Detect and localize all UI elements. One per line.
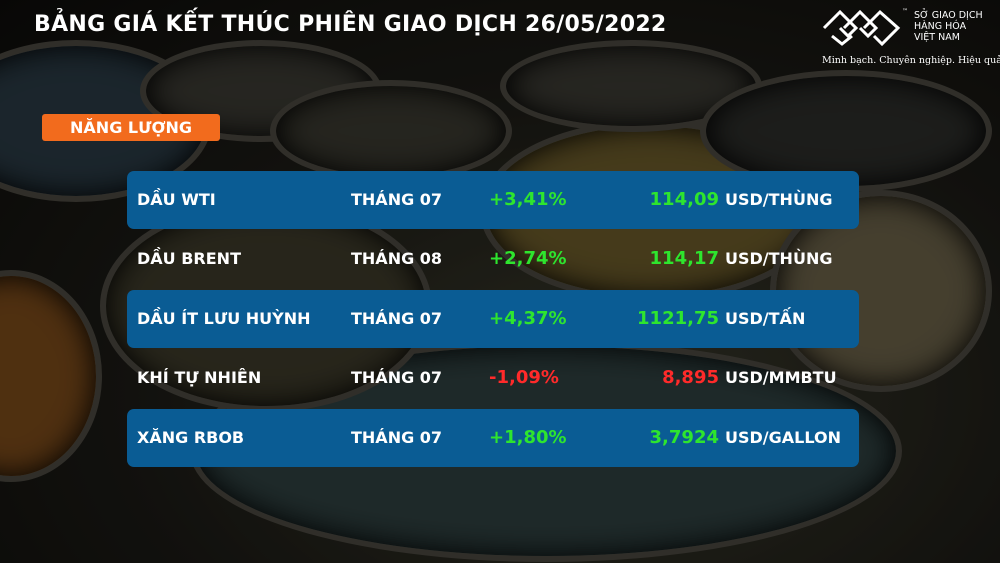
- price-row: DẦU WTI THÁNG 07 +3,41% 114,09 USD/THÙNG: [127, 171, 859, 229]
- price-unit: USD/GALLON: [725, 428, 841, 447]
- price-unit: USD/MMBTU: [725, 368, 837, 387]
- logo-slogan: Minh bạch. Chuyên nghiệp. Hiệu quả: [822, 55, 1000, 66]
- logo-mark-icon: [822, 9, 901, 47]
- price-unit: USD/TẤN: [725, 309, 806, 328]
- price-value: 114,17: [649, 248, 719, 269]
- price-value: 3,7924: [649, 427, 719, 448]
- price-row: XĂNG RBOB THÁNG 07 +1,80% 3,7924 USD/GALLON: [127, 409, 859, 467]
- commodity-name: KHÍ TỰ NHIÊN: [137, 368, 262, 387]
- contract-month: THÁNG 07: [351, 309, 443, 328]
- price-row: DẦU ÍT LƯU HUỲNH THÁNG 07 +4,37% 1121,75 USD…: [127, 290, 859, 348]
- contract-month: THÁNG 08: [351, 249, 443, 268]
- commodity-name: XĂNG RBOB: [137, 428, 245, 447]
- change-percent: +3,41%: [489, 189, 567, 210]
- contract-month: THÁNG 07: [351, 368, 443, 387]
- commodity-name: DẦU ÍT LƯU HUỲNH: [137, 309, 311, 328]
- commodity-name: DẦU BRENT: [137, 249, 241, 268]
- change-percent: +4,37%: [489, 308, 567, 329]
- commodity-name: DẦU WTI: [137, 190, 216, 209]
- price-value: 1121,75: [637, 308, 719, 329]
- contract-month: THÁNG 07: [351, 428, 443, 447]
- change-percent: -1,09%: [489, 367, 559, 388]
- price-row: KHÍ TỰ NHIÊN THÁNG 07 -1,09% 8,895 USD/MMBTU: [127, 349, 859, 407]
- company-logo: SỞ GIAO DỊCH HÀNG HÓA VIỆT NAM ™ Minh bạch…: [822, 8, 1000, 68]
- section-badge: NĂNG LƯỢNG: [42, 114, 220, 141]
- change-percent: +2,74%: [489, 248, 567, 269]
- price-value: 114,09: [649, 189, 719, 210]
- change-percent: +1,80%: [489, 427, 567, 448]
- page-title: BẢNG GIÁ KẾT THÚC PHIÊN GIAO DỊCH 26/05/…: [34, 12, 667, 37]
- price-unit: USD/THÙNG: [725, 249, 833, 268]
- price-unit: USD/THÙNG: [725, 190, 833, 209]
- contract-month: THÁNG 07: [351, 190, 443, 209]
- logo-text: SỞ GIAO DỊCH HÀNG HÓA VIỆT NAM: [914, 10, 983, 43]
- trademark-mark: ™: [902, 8, 908, 15]
- price-value: 8,895: [662, 367, 719, 388]
- price-row: DẦU BRENT THÁNG 08 +2,74% 114,17 USD/THÙNG: [127, 230, 859, 288]
